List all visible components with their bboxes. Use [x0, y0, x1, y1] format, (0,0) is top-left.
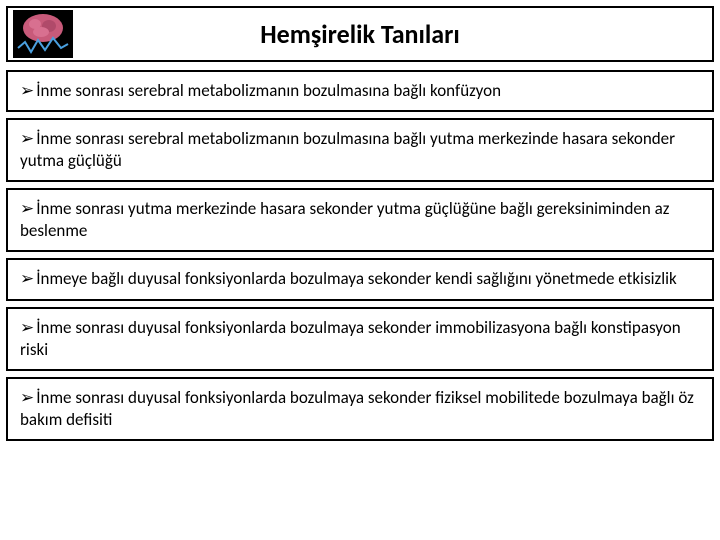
- bullet-icon: ➢: [20, 317, 34, 338]
- diagnosis-text: İnmeye bağlı duyusal fonksiyonlarda bozu…: [36, 268, 677, 289]
- diagnosis-item: ➢İnme sonrası serebral metabolizmanın bo…: [6, 118, 714, 182]
- bullet-icon: ➢: [20, 128, 34, 149]
- header-box: Hemşirelik Tanıları: [6, 6, 714, 62]
- diagnosis-item: ➢İnme sonrası duyusal fonksiyonlarda boz…: [6, 307, 714, 371]
- bullet-icon: ➢: [20, 268, 34, 289]
- bullet-icon: ➢: [20, 198, 34, 219]
- diagnosis-text: İnme sonrası serebral metabolizmanın boz…: [20, 128, 675, 171]
- diagnosis-item: ➢İnmeye bağlı duyusal fonksiyonlarda boz…: [6, 258, 714, 300]
- page-title: Hemşirelik Tanıları: [78, 18, 712, 50]
- diagnosis-item: ➢İnme sonrası yutma merkezinde hasara se…: [6, 188, 714, 252]
- diagnosis-item: ➢İnme sonrası serebral metabolizmanın bo…: [6, 70, 714, 112]
- brain-icon: [8, 8, 78, 60]
- diagnosis-text: İnme sonrası duyusal fonksiyonlarda bozu…: [20, 387, 694, 430]
- bullet-icon: ➢: [20, 80, 34, 101]
- diagnosis-text: İnme sonrası duyusal fonksiyonlarda bozu…: [20, 317, 681, 360]
- diagnosis-text: İnme sonrası serebral metabolizmanın boz…: [36, 80, 501, 101]
- bullet-icon: ➢: [20, 387, 34, 408]
- diagnosis-text: İnme sonrası yutma merkezinde hasara sek…: [20, 198, 669, 241]
- diagnosis-item: ➢İnme sonrası duyusal fonksiyonlarda boz…: [6, 377, 714, 441]
